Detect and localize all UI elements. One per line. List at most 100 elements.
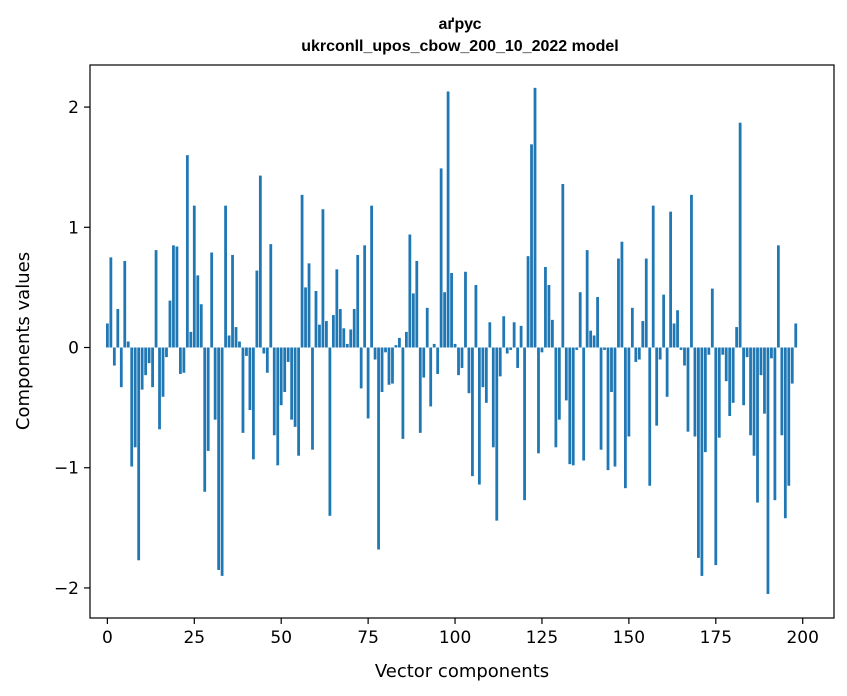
bar-114 [502,316,506,348]
bar-56 [300,194,304,348]
bar-115 [505,347,509,354]
bar-30 [210,252,214,348]
bar-26 [196,275,200,348]
bar-17 [165,347,168,358]
bar-101 [457,347,460,376]
bar-149 [624,347,627,489]
bar-173 [707,347,711,355]
y-tick-label-2: 2 [68,98,79,118]
bar-5 [123,260,127,348]
bar-90 [418,347,422,433]
bar-165 [679,347,683,350]
bar-62 [321,209,325,348]
bar-3 [116,309,120,348]
bar-85 [401,347,405,439]
bar-185 [749,347,752,436]
bar-76 [370,205,373,348]
bar-28 [203,347,207,492]
bar-55 [297,347,300,456]
bar-169 [693,347,697,437]
x-tick-label-25: 25 [183,628,205,648]
bar-83 [394,345,398,348]
bar-113 [498,347,502,377]
bar-183 [742,347,745,406]
bar-122 [530,144,533,348]
bar-33 [220,347,224,576]
x-tick-label-200: 200 [786,628,818,648]
bar-98 [446,91,450,348]
bar-64 [328,347,332,516]
bar-53 [290,347,294,420]
x-tick-label-0: 0 [102,628,113,648]
bar-146 [613,347,617,467]
bar-129 [554,347,558,448]
bar-144 [606,347,610,471]
bar-166 [683,347,686,366]
bar-148 [620,241,624,348]
bar-141 [596,297,599,348]
bar-68 [342,328,346,348]
bar-109 [484,347,488,403]
bar-103 [464,271,467,348]
bar-36 [231,254,234,348]
bar-2 [112,347,116,366]
bar-195 [783,347,787,519]
bar-58 [307,263,311,348]
bar-131 [561,184,565,348]
y-tick-label--2: −2 [54,579,79,599]
bar-142 [599,347,603,450]
bar-117 [512,322,516,348]
bar-78 [377,347,380,550]
bar-162 [669,211,672,348]
bar-100 [453,343,457,348]
bar-124 [537,347,540,454]
bar-51 [283,347,287,392]
bar-176 [717,347,721,438]
bar-163 [672,323,676,348]
bar-172 [703,347,707,453]
bar-32 [217,347,221,570]
bar-164 [676,310,679,348]
x-tick-label-50: 50 [270,628,292,648]
bar-47 [269,244,273,348]
bar-49 [276,347,280,466]
bar-157 [651,205,655,348]
bar-191 [770,347,773,359]
bar-159 [658,347,662,360]
bar-187 [756,347,759,503]
bar-77 [373,347,377,360]
bar-145 [610,347,613,392]
bar-177 [721,347,725,355]
bar-150 [627,347,631,437]
bar-128 [551,319,554,348]
bar-170 [697,347,700,558]
bar-48 [272,347,276,436]
bar-151 [630,307,634,348]
bar-8 [133,347,137,448]
bar-160 [662,294,666,348]
bar-174 [710,288,714,348]
bar-153 [637,347,641,360]
bar-54 [293,347,297,427]
bar-104 [467,347,471,394]
bar-178 [724,347,728,382]
bar-44 [258,175,262,348]
bar-46 [265,347,269,373]
bar-45 [262,347,266,354]
x-axis-ticks: 0 25 50 75 100 125 150 175 200 [102,618,819,648]
x-tick-label-75: 75 [357,628,379,648]
bar-37 [234,327,238,348]
bar-89 [415,260,419,348]
bar-167 [686,347,690,432]
bar-93 [429,347,433,407]
y-tick-label--1: −1 [54,459,79,479]
bar-134 [571,347,575,466]
bar-57 [304,287,307,348]
bar-97 [443,292,447,348]
bar-130 [557,347,561,420]
y-tick-label-0: 0 [68,339,79,359]
bar-186 [752,347,756,456]
bar-140 [592,335,596,348]
bar-42 [252,347,255,460]
